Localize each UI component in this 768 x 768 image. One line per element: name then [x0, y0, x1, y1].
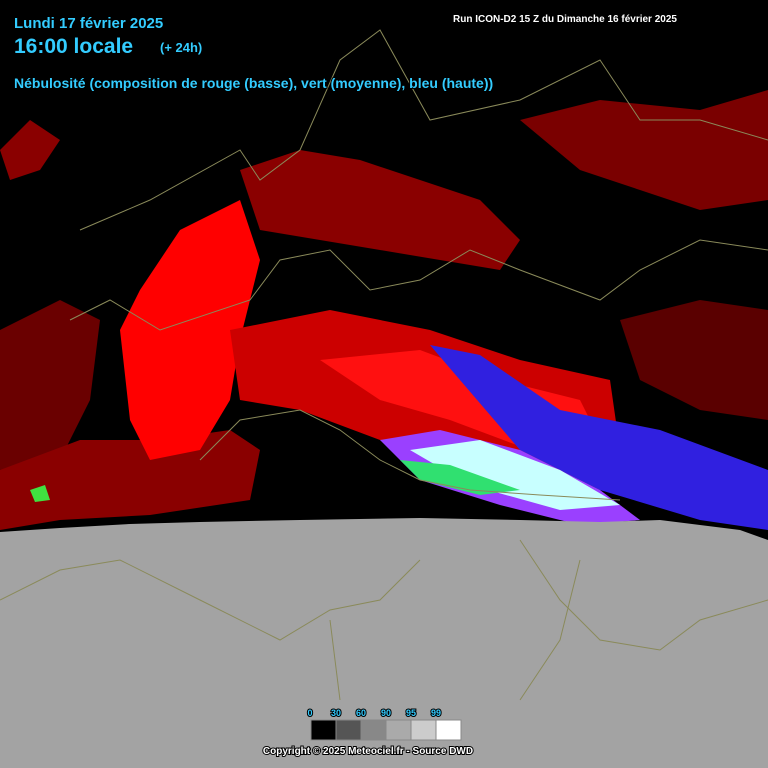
legend-tick: 30 [331, 708, 341, 718]
time: 16:00 locale [14, 35, 133, 58]
offset: (+ 24h) [160, 40, 202, 55]
legend-swatch [360, 719, 387, 741]
copyright: Copyright © 2025 Meteociel.fr - Source D… [263, 746, 473, 757]
legend: 0 30 60 90 95 99 [306, 707, 462, 741]
legend-tick: 90 [381, 708, 391, 718]
cloud-layer [0, 90, 768, 530]
legend-tick: 0 [307, 708, 312, 718]
legend-swatch [310, 719, 337, 741]
subtitle: Nébulosité (composition de rouge (basse)… [14, 75, 493, 91]
legend-swatch [410, 719, 437, 741]
legend-swatch [385, 719, 412, 741]
borders [69, 29, 768, 501]
legend-swatch [435, 719, 462, 741]
no-data-area [0, 518, 768, 768]
legend-swatch [335, 719, 362, 741]
run-info: Run ICON-D2 15 Z du Dimanche 16 février … [453, 14, 677, 25]
date: Lundi 17 février 2025 [14, 15, 163, 32]
legend-tick: 95 [406, 708, 416, 718]
legend-tick: 60 [356, 708, 366, 718]
borders-lower [0, 539, 768, 701]
legend-tick: 99 [431, 708, 441, 718]
